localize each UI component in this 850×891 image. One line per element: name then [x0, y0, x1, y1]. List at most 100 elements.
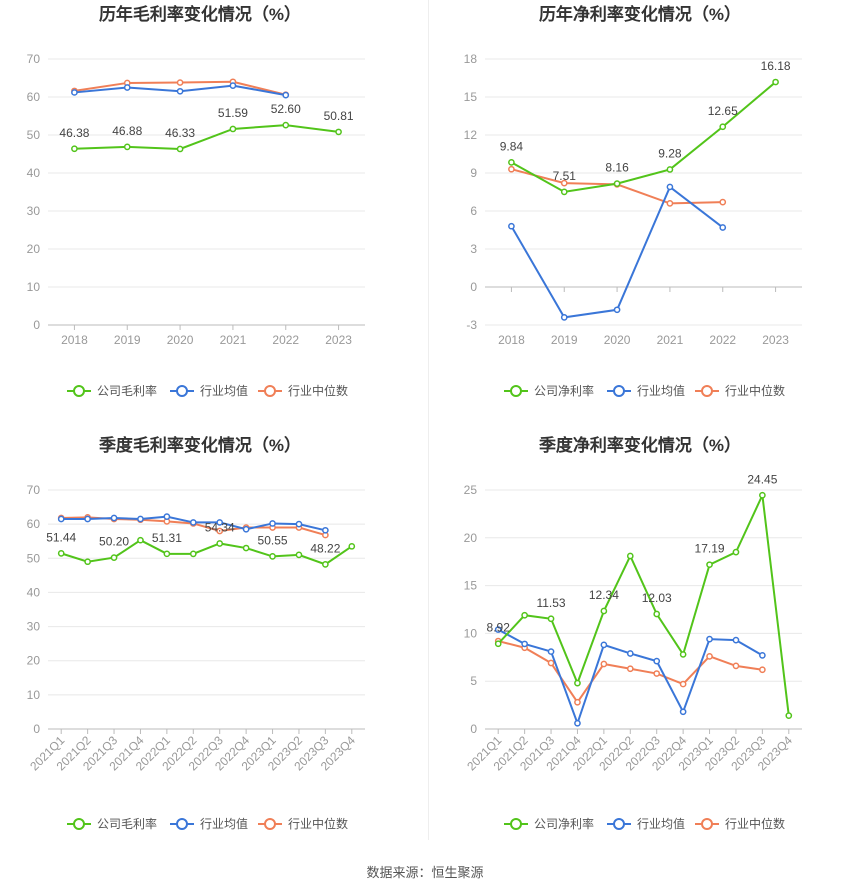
data-point [322, 561, 329, 568]
legend-label: 行业均值 [200, 383, 248, 398]
y-tick-label: 3 [470, 242, 477, 256]
chart-panel-2: 历年净利率变化情况（%） -3 0 3 6 9 12 15 18 2018 2019 2020 2021… [464, 4, 802, 398]
y-tick-label: 50 [27, 128, 41, 142]
data-point [547, 659, 555, 667]
y-tick-label: 0 [470, 722, 477, 736]
y-tick-label: 15 [464, 579, 478, 593]
data-label: 12.65 [708, 104, 738, 118]
data-point [163, 513, 171, 520]
legend-swatch-marker [613, 385, 625, 397]
x-tick-label: 2018 [61, 333, 88, 347]
data-label: 46.38 [59, 126, 89, 140]
data-point [732, 636, 740, 644]
legend-label: 行业中位数 [725, 816, 785, 831]
legend-swatch-marker [701, 818, 713, 830]
y-tick-label: 30 [27, 620, 41, 634]
data-label: 17.19 [695, 542, 725, 556]
legend-label: 行业均值 [637, 816, 685, 831]
data-point [84, 558, 91, 566]
y-tick-label: 5 [470, 674, 477, 688]
data-point [653, 610, 661, 618]
series-line-公司净利率 [497, 491, 790, 716]
x-tick-label: 2020 [167, 333, 194, 347]
data-point [706, 561, 713, 569]
chart-title: 历年毛利率变化情况（%） [99, 4, 301, 24]
data-point [176, 145, 184, 153]
data-point [613, 306, 621, 314]
data-point [189, 550, 197, 558]
data-label: 50.20 [99, 535, 129, 549]
x-tick-label: 2019 [551, 333, 578, 347]
data-label: 12.34 [589, 588, 619, 602]
legend-label: 行业均值 [200, 816, 248, 831]
data-point [295, 520, 303, 528]
data-point [560, 188, 568, 196]
legend-swatch-marker [73, 818, 85, 830]
chart-panel-4: 季度净利率变化情况（%）05101520252021Q12021Q22021Q3… [464, 435, 802, 831]
y-tick-label: 15 [464, 90, 478, 104]
data-point [732, 662, 740, 670]
data-point [494, 640, 502, 648]
x-tick-label: 2020 [604, 333, 631, 347]
legend-swatch-marker [176, 818, 188, 830]
data-label: 48.22 [310, 541, 340, 555]
data-point [574, 679, 581, 687]
data-label: 51.59 [218, 106, 248, 120]
data-point [521, 640, 528, 648]
series-line-公司净利率 [510, 81, 777, 193]
data-point [176, 87, 184, 95]
data-source-note: 数据来源：恒生聚源 [366, 865, 484, 880]
y-tick-label: 20 [464, 531, 478, 545]
legend-label: 行业中位数 [725, 383, 785, 398]
data-label: 9.84 [500, 139, 524, 153]
legend-swatch-marker [264, 818, 276, 830]
data-point [348, 542, 356, 550]
y-tick-label: 60 [27, 517, 41, 531]
data-label: 8.16 [605, 161, 629, 175]
x-tick-label: 2022 [272, 333, 299, 347]
data-label: 50.55 [258, 533, 288, 547]
series-line-公司毛利率 [74, 124, 339, 150]
y-tick-label: 70 [27, 52, 41, 66]
data-point [626, 665, 634, 673]
data-point [242, 544, 250, 552]
legend-label: 公司净利率 [534, 816, 594, 831]
data-point [229, 125, 237, 133]
legend-swatch-marker [701, 385, 713, 397]
data-point [759, 652, 766, 659]
chart-panel-1: 历年毛利率变化情况（%） 0 10 20 30 40 50 60 70 2018 2019 2020 2… [27, 4, 365, 398]
legend-swatch-marker [264, 385, 276, 397]
y-tick-label: 60 [27, 90, 41, 104]
data-label: 51.31 [152, 531, 182, 545]
data-point [229, 82, 237, 89]
data-point [666, 166, 674, 173]
data-point [335, 128, 342, 136]
data-point [547, 615, 555, 623]
data-point [176, 79, 184, 86]
data-point [322, 526, 329, 534]
data-point [653, 657, 661, 665]
panel-divider [428, 0, 429, 840]
data-label: 51.44 [46, 530, 76, 544]
legend-label: 行业中位数 [288, 816, 348, 831]
data-point [759, 666, 766, 674]
data-point [137, 515, 144, 523]
data-point [216, 527, 224, 535]
data-label: 8.92 [487, 621, 511, 635]
data-point [679, 680, 687, 688]
data-point [216, 519, 224, 526]
data-point [269, 520, 276, 527]
legend-swatch-marker [510, 818, 522, 830]
y-tick-label: 30 [27, 204, 41, 218]
data-label: 16.18 [761, 59, 791, 73]
data-label: 52.60 [271, 102, 301, 116]
data-point [189, 519, 197, 526]
y-tick-label: 18 [464, 52, 478, 66]
legend-label: 行业均值 [637, 383, 685, 398]
legend-label: 公司净利率 [534, 383, 594, 398]
data-point [494, 626, 502, 633]
chart-title: 历年净利率变化情况（%） [539, 4, 741, 24]
x-tick-label: 2022 [709, 333, 736, 347]
data-point [295, 551, 303, 559]
